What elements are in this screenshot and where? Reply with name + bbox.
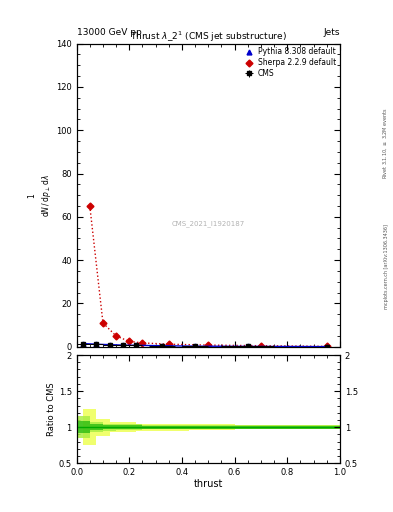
Bar: [83, 409, 96, 445]
Bar: [136, 423, 189, 431]
Pythia 8.308 default: [325, 344, 329, 350]
Pythia 8.308 default: [120, 342, 125, 348]
Text: Jets: Jets: [323, 28, 340, 37]
Text: CMS_2021_I1920187: CMS_2021_I1920187: [172, 221, 245, 227]
Bar: [235, 426, 314, 429]
Bar: [116, 424, 143, 430]
Text: 13000 GeV pp: 13000 GeV pp: [77, 28, 141, 37]
Bar: [314, 426, 340, 429]
Pythia 8.308 default: [160, 343, 165, 349]
Sherpa 2.2.9 default: [127, 338, 132, 345]
Legend: Pythia 8.308 default, Sherpa 2.2.9 default, CMS: Pythia 8.308 default, Sherpa 2.2.9 defau…: [242, 46, 338, 80]
Bar: [182, 425, 235, 430]
Pythia 8.308 default: [134, 342, 138, 348]
Bar: [103, 425, 116, 430]
Sherpa 2.2.9 default: [114, 333, 119, 339]
Line: Sherpa 2.2.9 default: Sherpa 2.2.9 default: [87, 204, 329, 349]
Pythia 8.308 default: [81, 340, 86, 347]
Sherpa 2.2.9 default: [325, 344, 329, 350]
Sherpa 2.2.9 default: [167, 341, 171, 347]
Bar: [143, 426, 182, 429]
Bar: [314, 425, 340, 430]
Bar: [143, 425, 182, 430]
Pythia 8.308 default: [245, 344, 250, 350]
Bar: [77, 416, 90, 438]
Bar: [90, 422, 103, 432]
Y-axis label: 1
$\mathrm{d}N\,/\,\mathrm{d}p_\perp\,\mathrm{d}\lambda$: 1 $\mathrm{d}N\,/\,\mathrm{d}p_\perp\,\m…: [28, 174, 53, 217]
Sherpa 2.2.9 default: [206, 342, 211, 348]
Text: Rivet 3.1.10, $\geq$ 3.2M events: Rivet 3.1.10, $\geq$ 3.2M events: [382, 108, 389, 179]
Pythia 8.308 default: [107, 342, 112, 348]
Bar: [103, 423, 116, 431]
Sherpa 2.2.9 default: [87, 203, 92, 209]
Bar: [314, 425, 340, 430]
Y-axis label: Ratio to CMS: Ratio to CMS: [47, 382, 56, 436]
Bar: [235, 425, 314, 430]
Sherpa 2.2.9 default: [140, 340, 145, 346]
Bar: [90, 424, 103, 430]
Sherpa 2.2.9 default: [101, 320, 105, 326]
Line: Pythia 8.308 default: Pythia 8.308 default: [81, 341, 329, 349]
Bar: [235, 425, 314, 430]
Bar: [96, 419, 110, 436]
Bar: [110, 422, 136, 432]
Bar: [182, 426, 235, 429]
Pythia 8.308 default: [193, 343, 198, 349]
Pythia 8.308 default: [94, 341, 99, 347]
Bar: [77, 421, 90, 433]
Title: Thrust $\lambda\_2^1$ (CMS jet substructure): Thrust $\lambda\_2^1$ (CMS jet substruct…: [130, 29, 287, 44]
Bar: [116, 425, 143, 430]
Sherpa 2.2.9 default: [259, 343, 263, 349]
Text: mcplots.cern.ch [arXiv:1306.3436]: mcplots.cern.ch [arXiv:1306.3436]: [384, 224, 389, 309]
X-axis label: thrust: thrust: [194, 479, 223, 488]
Bar: [189, 424, 235, 430]
